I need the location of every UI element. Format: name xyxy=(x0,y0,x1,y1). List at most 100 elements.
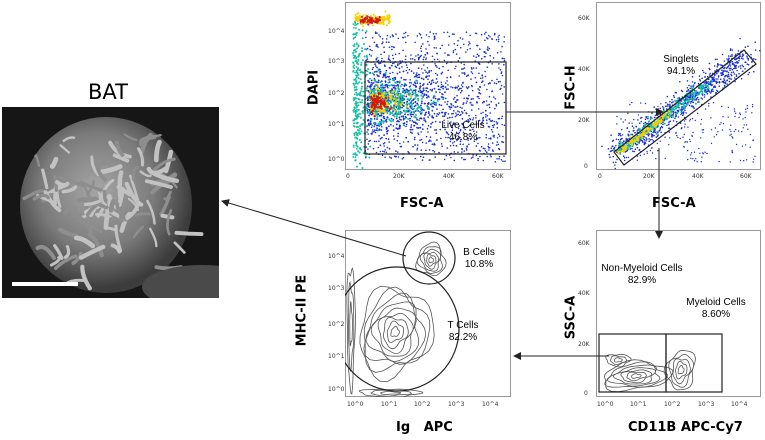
event-dot xyxy=(455,65,457,68)
sem-villus xyxy=(108,198,116,213)
event-dot xyxy=(623,140,625,143)
event-dot xyxy=(495,144,498,146)
event-dot xyxy=(361,99,364,101)
event-dot xyxy=(395,84,397,87)
event-dot xyxy=(611,145,613,147)
event-dot xyxy=(667,110,670,113)
event-dot xyxy=(388,84,391,87)
event-dot xyxy=(681,127,683,129)
event-dot xyxy=(619,153,622,155)
event-dot xyxy=(355,106,358,109)
event-dot xyxy=(379,121,382,124)
event-dot xyxy=(428,140,430,143)
event-dot xyxy=(417,54,419,56)
event-dot xyxy=(358,98,361,101)
event-dot xyxy=(731,60,733,63)
event-dot xyxy=(753,70,755,73)
event-dot xyxy=(462,126,465,129)
event-dot xyxy=(378,94,381,97)
event-dot xyxy=(497,40,500,43)
event-dot xyxy=(460,87,462,90)
event-dot xyxy=(393,104,395,106)
event-dot xyxy=(643,133,646,136)
event-dot xyxy=(409,119,411,122)
event-dot xyxy=(367,79,369,82)
event-dot xyxy=(439,128,442,131)
event-dot xyxy=(734,110,736,112)
event-dot xyxy=(440,137,442,140)
event-dot xyxy=(487,46,489,48)
event-dot xyxy=(631,122,633,125)
event-dot xyxy=(355,97,358,100)
event-dot xyxy=(447,113,450,115)
event-dot xyxy=(435,115,438,117)
event-dot xyxy=(357,44,360,47)
event-dot xyxy=(408,68,411,71)
event-dot xyxy=(395,99,398,102)
event-dot xyxy=(391,89,394,91)
event-dot xyxy=(457,151,459,153)
event-dot xyxy=(476,53,479,56)
event-dot xyxy=(365,87,368,90)
event-dot xyxy=(498,147,500,150)
event-dot xyxy=(385,105,389,109)
event-dot xyxy=(459,37,462,39)
event-dot xyxy=(367,148,369,150)
event-dot xyxy=(685,96,688,99)
event-dot xyxy=(730,74,733,77)
event-dot xyxy=(490,137,492,139)
event-dot xyxy=(412,110,415,113)
event-dot xyxy=(607,148,610,150)
event-dot xyxy=(696,96,699,99)
sem-villus xyxy=(124,181,144,207)
event-dot xyxy=(613,146,616,149)
event-dot xyxy=(618,132,620,135)
event-dot xyxy=(502,135,504,138)
event-dot xyxy=(419,85,422,88)
event-dot xyxy=(675,120,678,123)
event-dot xyxy=(490,101,492,103)
event-dot xyxy=(396,139,399,142)
event-dot xyxy=(726,58,728,60)
event-dot xyxy=(654,131,657,134)
contour-line xyxy=(365,301,420,363)
event-dot xyxy=(432,102,434,105)
sem-villus xyxy=(159,195,171,216)
event-dot xyxy=(674,117,676,120)
event-dot xyxy=(467,97,469,100)
event-dot xyxy=(701,77,703,80)
event-dot xyxy=(403,32,405,35)
event-dot xyxy=(651,127,654,130)
event-dot xyxy=(644,118,647,121)
event-dot xyxy=(483,55,486,58)
event-dot xyxy=(687,88,690,91)
event-dot xyxy=(381,42,383,45)
event-dot xyxy=(730,133,732,135)
event-dot xyxy=(373,125,375,128)
event-dot xyxy=(381,102,384,106)
event-dot xyxy=(362,95,365,97)
event-dot xyxy=(370,88,373,91)
event-dot xyxy=(470,67,473,69)
event-dot xyxy=(631,147,633,150)
event-dot xyxy=(360,15,364,18)
event-dot xyxy=(410,70,413,72)
event-dot xyxy=(672,120,675,122)
event-dot xyxy=(357,126,360,128)
event-dot xyxy=(681,106,684,108)
event-dot xyxy=(427,78,429,80)
event-dot xyxy=(682,114,684,117)
event-dot xyxy=(478,92,480,94)
event-dot xyxy=(360,148,362,151)
event-dot xyxy=(481,77,484,79)
event-dot xyxy=(723,84,726,87)
event-dot xyxy=(732,71,735,73)
event-dot xyxy=(466,49,469,51)
event-dot xyxy=(660,103,662,105)
event-dot xyxy=(503,155,505,157)
myeloid-x-tick: 10^3 xyxy=(698,401,715,408)
singlets-x-tick: 40K xyxy=(692,173,705,180)
event-dot xyxy=(448,35,451,38)
event-dot xyxy=(633,118,635,121)
event-dot xyxy=(377,113,380,116)
